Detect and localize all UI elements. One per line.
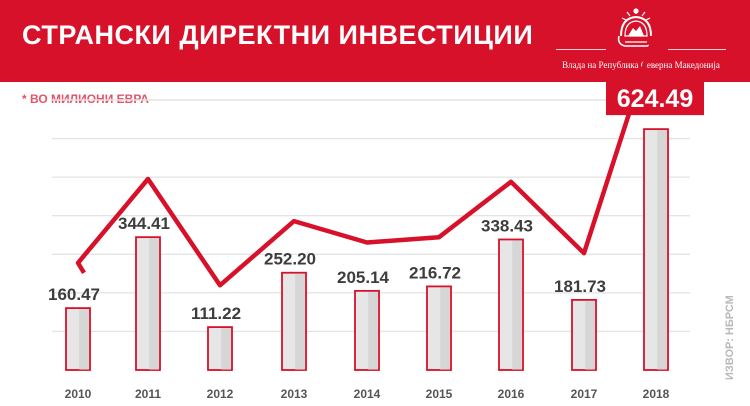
bar-2016: [498, 238, 524, 371]
logo-divider-right: [668, 49, 726, 50]
value-label-2013: 252.20: [264, 250, 316, 269]
bar-shade: [368, 291, 378, 370]
tick-label-2015: 2015: [426, 387, 453, 401]
coat-of-arms-icon: [617, 8, 655, 47]
bar-2017: [571, 299, 597, 371]
bar-2018: [643, 128, 669, 371]
bar-2011: [135, 236, 161, 371]
chart-bars: [65, 128, 669, 371]
bar-2014: [354, 289, 380, 371]
value-label-2011: 344.41: [118, 214, 170, 233]
bar-shade: [657, 130, 667, 370]
tick-label-2012: 2012: [207, 387, 234, 401]
value-label-2010: 160.47: [48, 285, 100, 304]
value-label-2014: 205.14: [337, 268, 390, 287]
bar-shade: [295, 273, 305, 370]
page-title: СТРАНСКИ ДИРЕКТНИ ИНВЕСТИЦИИ: [22, 20, 534, 50]
source-note: ИЗВОР: НБРСМ: [724, 295, 736, 380]
tick-label-2014: 2014: [354, 387, 381, 401]
value-label-2016: 338.43: [481, 216, 533, 235]
header-banner: СТРАНСКИ ДИРЕКТНИ ИНВЕСТИЦИИ Влада: [0, 0, 750, 82]
trend-line: [75, 7, 666, 288]
tick-label-2011: 2011: [135, 387, 161, 401]
value-label-2018: 624.49: [617, 85, 693, 113]
bar-shade: [149, 238, 159, 370]
trend-path: [75, 10, 665, 288]
government-logo: Влада на Република Северна Македонија: [556, 4, 726, 78]
bar-shade: [221, 328, 231, 370]
government-name: Влада на Република Северна Македонија: [562, 60, 720, 70]
bar-shade: [440, 287, 450, 370]
bar-2015: [426, 285, 452, 371]
bar-shade: [585, 300, 595, 370]
trend-arrow: [650, 7, 666, 28]
logo-divider-left: [556, 49, 606, 50]
chart-x-ticks: 2010 2011 2012 2013 2014 2015 2016 2017 2018: [65, 387, 670, 401]
tick-label-2016: 2016: [498, 387, 525, 401]
tick-label-2017: 2017: [571, 387, 598, 401]
bar-2010: [65, 307, 91, 371]
bar-shade: [512, 240, 522, 370]
value-label-2012: 111.22: [191, 304, 241, 323]
tick-label-2010: 2010: [65, 387, 92, 401]
tick-label-2018: 2018: [643, 387, 670, 401]
bar-2012: [207, 326, 233, 371]
bar-2013: [281, 271, 307, 371]
value-label-2015: 216.72: [409, 263, 461, 282]
tick-label-2013: 2013: [281, 387, 308, 401]
unit-note: * ВО МИЛИОНИ ЕВРА: [22, 92, 149, 106]
value-label-2017: 181.73: [554, 277, 606, 296]
bar-shade: [79, 309, 89, 370]
max-value-badge: [606, 81, 704, 116]
chart-value-labels: 160.47 344.41 111.22 252.20 205.14 216.72 338.…: [48, 81, 704, 323]
